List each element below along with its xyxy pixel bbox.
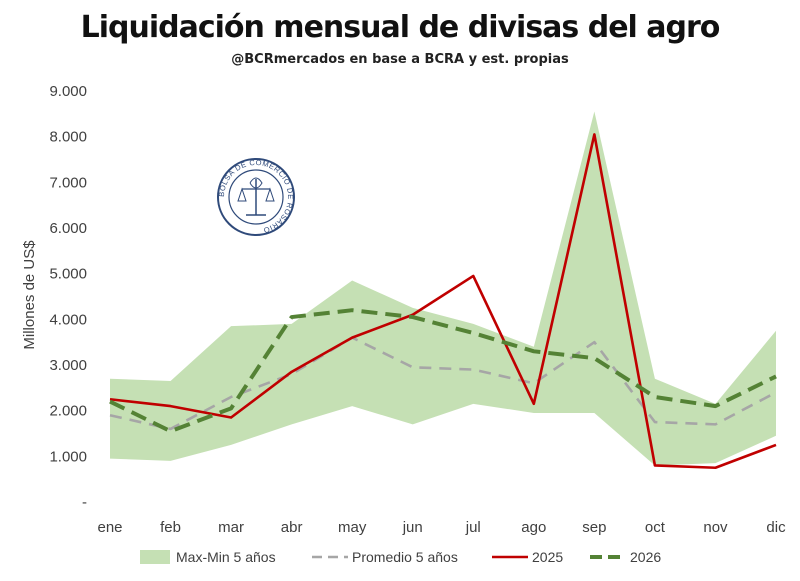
band-max-min-area [110, 111, 776, 466]
x-tick-label: jul [465, 519, 481, 536]
x-tick-label: dic [766, 519, 786, 536]
y-tick-label: 3.000 [49, 357, 87, 374]
y-tick-label: 2.000 [49, 403, 87, 420]
bcr-seal-logo: BOLSA DE COMERCIO DE ROSARIO [217, 158, 295, 236]
x-tick-label: abr [281, 519, 303, 536]
chart-subtitle: @BCRmercados en base a BCRA y est. propi… [231, 52, 569, 67]
series-line-2025 [109, 133, 777, 470]
series-line-2026 [109, 308, 777, 434]
y-tick-label: 7.000 [49, 174, 87, 191]
legend-label-promedio-5-años: Promedio 5 años [352, 549, 458, 565]
y-tick-label: 4.000 [49, 311, 87, 328]
x-tick-label: may [338, 519, 367, 536]
x-tick-label: feb [160, 519, 181, 536]
y-tick-label: - [82, 494, 87, 511]
x-tick-label: ene [97, 519, 122, 536]
legend-label-2026: 2026 [630, 549, 661, 565]
series-line-promedio-5-años [109, 336, 777, 431]
y-tick-label: 5.000 [49, 266, 87, 283]
x-tick-label: ago [521, 519, 546, 536]
x-tick-label: mar [218, 519, 244, 536]
chart-title: Liquidación mensual de divisas del agro [80, 10, 721, 45]
y-tick-label: 8.000 [49, 129, 87, 146]
legend-label-2025: 2025 [532, 549, 563, 565]
x-tick-label: oct [645, 519, 666, 536]
y-tick-label: 1.000 [49, 448, 87, 465]
x-tick-label: nov [703, 519, 728, 536]
legend-label-band: Max-Min 5 años [176, 549, 276, 565]
y-tick-label: 9.000 [49, 83, 87, 100]
x-tick-label: sep [582, 519, 606, 536]
x-tick-label: jun [402, 519, 423, 536]
y-axis-label: Millones de US$ [21, 240, 38, 350]
legend-swatch-band [140, 550, 170, 564]
y-tick-label: 6.000 [49, 220, 87, 237]
